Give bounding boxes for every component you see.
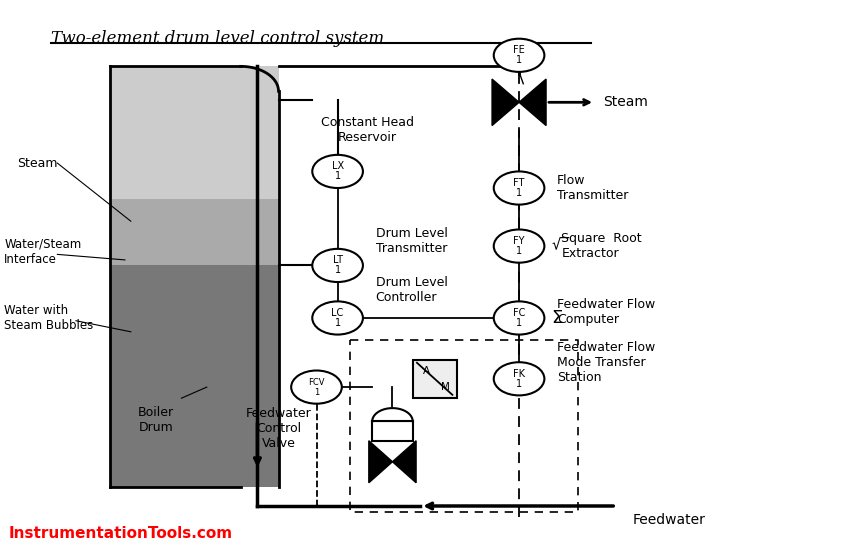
Text: Square  Root
Extractor: Square Root Extractor	[561, 232, 642, 260]
Text: Drum Level
Controller: Drum Level Controller	[376, 276, 447, 304]
Circle shape	[494, 39, 544, 72]
Text: M: M	[441, 382, 450, 392]
Text: Σ: Σ	[551, 309, 562, 327]
Text: FK: FK	[513, 369, 525, 379]
Text: FT: FT	[513, 178, 525, 188]
Text: Two-element drum level control system: Two-element drum level control system	[51, 30, 384, 48]
Circle shape	[312, 301, 363, 335]
Text: FY: FY	[513, 236, 525, 246]
Text: 1: 1	[334, 318, 341, 328]
Circle shape	[494, 362, 544, 395]
Text: Feedwater Flow
Computer: Feedwater Flow Computer	[557, 299, 655, 326]
Circle shape	[494, 301, 544, 335]
Bar	[372, 421, 413, 441]
Text: FC: FC	[513, 308, 525, 318]
Text: Feedwater
Control
Valve: Feedwater Control Valve	[246, 407, 311, 450]
Text: Flow
Transmitter: Flow Transmitter	[557, 174, 629, 202]
Text: Constant Head
Reservoir: Constant Head Reservoir	[321, 116, 414, 144]
Text: LX: LX	[332, 161, 344, 171]
Polygon shape	[110, 66, 279, 199]
Polygon shape	[492, 79, 519, 126]
Polygon shape	[372, 408, 413, 421]
Text: Steam: Steam	[603, 95, 648, 109]
Circle shape	[291, 371, 342, 404]
Text: 1: 1	[516, 379, 522, 389]
Text: FCV: FCV	[308, 378, 325, 387]
Polygon shape	[110, 265, 279, 487]
Text: Feedwater Flow
Mode Transfer
Station: Feedwater Flow Mode Transfer Station	[557, 341, 655, 384]
Circle shape	[494, 229, 544, 263]
Circle shape	[312, 155, 363, 188]
Text: Water/Steam
Interface: Water/Steam Interface	[4, 238, 82, 265]
Text: InstrumentationTools.com: InstrumentationTools.com	[8, 526, 233, 541]
Text: LT: LT	[333, 255, 343, 265]
Text: 1: 1	[516, 55, 522, 65]
Text: √‾: √‾	[551, 236, 570, 251]
Circle shape	[494, 171, 544, 205]
Text: FE: FE	[513, 45, 525, 55]
Bar	[413, 360, 457, 398]
Polygon shape	[392, 441, 416, 483]
Polygon shape	[110, 199, 279, 265]
Text: Feedwater: Feedwater	[633, 513, 706, 527]
Circle shape	[312, 249, 363, 282]
Text: 1: 1	[334, 265, 341, 275]
Text: LC: LC	[332, 308, 344, 318]
Polygon shape	[369, 441, 392, 483]
Text: Drum Level
Transmitter: Drum Level Transmitter	[376, 227, 447, 254]
Text: 1: 1	[334, 171, 341, 181]
Text: A: A	[423, 366, 430, 376]
Text: Steam: Steam	[17, 156, 57, 170]
Text: 1: 1	[516, 246, 522, 256]
Polygon shape	[519, 79, 546, 126]
Text: 1: 1	[516, 188, 522, 198]
Text: 1: 1	[314, 388, 319, 397]
Text: 1: 1	[516, 318, 522, 328]
Text: Boiler
Drum: Boiler Drum	[138, 406, 174, 435]
Text: Water with
Steam Bubbles: Water with Steam Bubbles	[4, 304, 94, 332]
